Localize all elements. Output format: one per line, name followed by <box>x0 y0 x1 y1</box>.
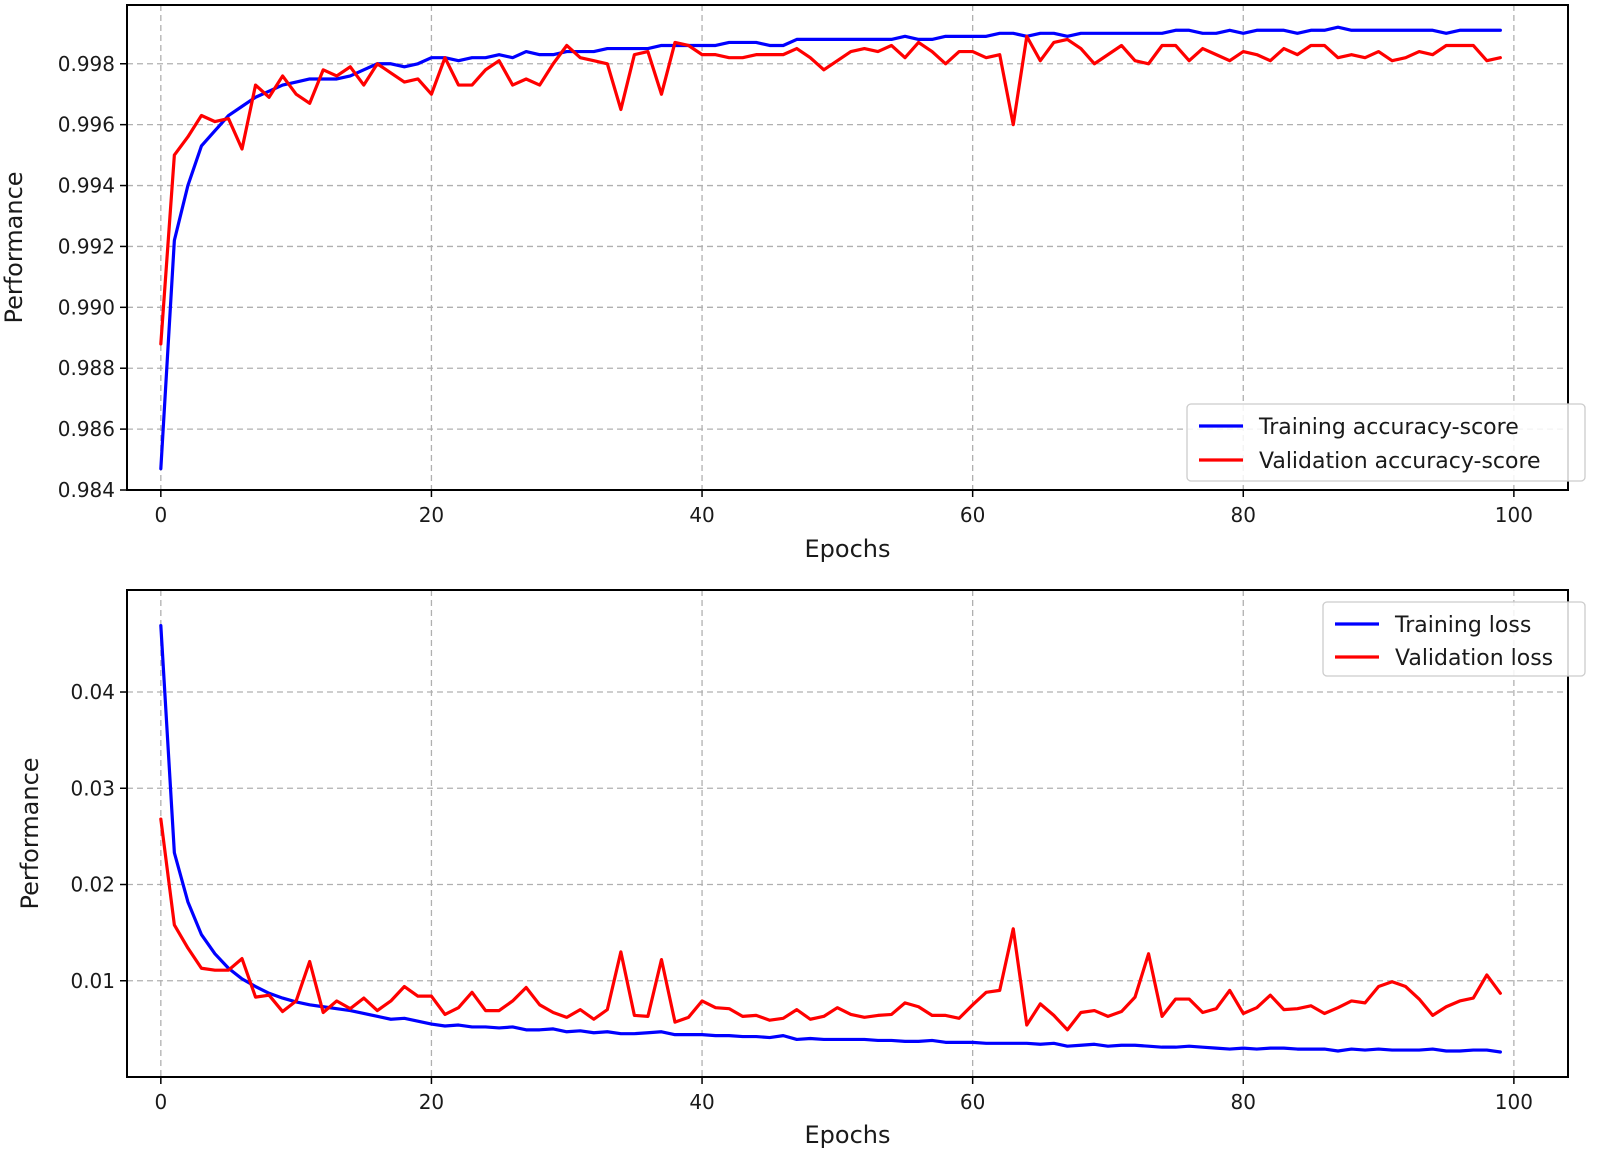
series-line-validation-accuracy-score <box>159 34 1502 346</box>
y-tick-label: 0.996 <box>58 113 115 137</box>
axes-frame <box>126 4 1569 491</box>
x-tick-label: 0 <box>154 503 167 527</box>
y-tick-label: 0.01 <box>70 969 115 993</box>
series-line-training-loss <box>159 624 1502 1054</box>
axes-frame <box>126 589 1569 1078</box>
grid <box>127 5 1568 491</box>
x-tick-label: 0 <box>154 1090 167 1114</box>
legend-label: Training loss <box>1394 613 1531 638</box>
x-axis-label: Epochs <box>805 535 891 563</box>
legend-label: Validation loss <box>1395 646 1553 671</box>
x-tick-label: 100 <box>1495 1090 1533 1114</box>
x-tick-label: 80 <box>1231 503 1256 527</box>
x-tick-label: 80 <box>1231 1090 1256 1114</box>
x-tick-label: 40 <box>689 1090 714 1114</box>
y-tick-label: 0.992 <box>58 234 115 258</box>
y-axis-label: Performance <box>16 757 44 909</box>
x-tick-label: 20 <box>419 1090 444 1114</box>
legend: Training loss Validation loss <box>1322 601 1586 677</box>
x-tick-label: 20 <box>419 503 444 527</box>
y-tick-label: 0.03 <box>70 776 115 800</box>
grid <box>127 590 1568 1077</box>
y-tick-label: 0.986 <box>58 417 115 441</box>
chart-2: 0 20 40 60 80 100 0.01 0.02 0.03 0.04 Epochs Perfor… <box>16 589 1586 1149</box>
legend-box <box>1186 403 1586 482</box>
x-tick-label: 40 <box>689 503 714 527</box>
chart-1: 0 20 40 60 80 100 0.984 0.986 0.988 0.990 0.992 0.9… <box>0 4 1586 563</box>
legend-box <box>1322 601 1586 677</box>
legend-label: Training accuracy-score <box>1258 415 1519 440</box>
y-tick-label: 0.988 <box>58 356 115 380</box>
y-tick-label: 0.02 <box>70 873 115 897</box>
legend-label: Validation accuracy-score <box>1259 449 1541 474</box>
y-tick-label: 0.984 <box>58 478 115 502</box>
y-axis-label: Performance <box>0 171 28 323</box>
series-line-training-accuracy-score <box>159 25 1502 471</box>
y-tick-label: 0.990 <box>58 295 115 319</box>
series-line-validation-loss <box>159 817 1502 1032</box>
x-tick-label: 100 <box>1495 503 1533 527</box>
y-tick-label: 0.04 <box>70 680 115 704</box>
y-tick-label: 0.998 <box>58 52 115 76</box>
x-tick-label: 60 <box>960 1090 985 1114</box>
y-tick-label: 0.994 <box>58 174 115 198</box>
legend: Training accuracy-score Validation accura… <box>1186 403 1586 482</box>
x-axis-label: Epochs <box>805 1121 891 1149</box>
x-tick-label: 60 <box>960 503 985 527</box>
